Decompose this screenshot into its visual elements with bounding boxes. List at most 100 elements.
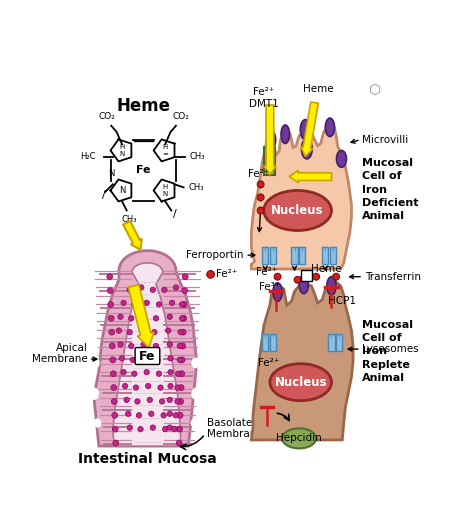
Circle shape — [182, 288, 188, 293]
Circle shape — [122, 383, 128, 389]
Bar — [336, 335, 342, 351]
Circle shape — [156, 302, 162, 307]
Circle shape — [132, 302, 137, 307]
Ellipse shape — [281, 125, 290, 144]
Circle shape — [180, 329, 186, 335]
Text: Fe: Fe — [139, 350, 155, 363]
Text: Nucleus: Nucleus — [271, 204, 324, 217]
Ellipse shape — [282, 429, 316, 448]
FancyArrow shape — [301, 102, 319, 157]
Circle shape — [162, 287, 167, 292]
Circle shape — [153, 343, 159, 349]
Ellipse shape — [264, 191, 331, 231]
Text: CH₃: CH₃ — [122, 215, 137, 224]
Text: Microvilli: Microvilli — [362, 135, 409, 145]
Circle shape — [110, 371, 116, 377]
Circle shape — [178, 398, 183, 405]
Bar — [322, 247, 328, 264]
Circle shape — [180, 343, 186, 349]
Circle shape — [168, 383, 173, 389]
Circle shape — [137, 412, 142, 418]
Text: Fe³⁺: Fe³⁺ — [259, 282, 281, 292]
FancyArrow shape — [289, 171, 331, 183]
Circle shape — [179, 302, 185, 307]
Text: ⬡: ⬡ — [368, 82, 381, 97]
Circle shape — [149, 411, 154, 417]
Circle shape — [108, 315, 114, 321]
Bar — [328, 335, 335, 351]
Circle shape — [178, 385, 184, 390]
Ellipse shape — [299, 275, 309, 294]
Circle shape — [274, 273, 281, 280]
Text: Lysosomes: Lysosomes — [362, 344, 419, 354]
Bar — [270, 335, 276, 351]
Circle shape — [313, 273, 319, 280]
Text: Hepcidin: Hepcidin — [276, 433, 322, 443]
Polygon shape — [251, 282, 353, 440]
Circle shape — [168, 355, 173, 361]
Text: Mucosal
Cell of
Iron
Deficient
Animal: Mucosal Cell of Iron Deficient Animal — [362, 158, 419, 221]
Ellipse shape — [270, 364, 331, 401]
Text: CO₂: CO₂ — [172, 112, 189, 121]
Ellipse shape — [301, 139, 312, 159]
Circle shape — [126, 411, 131, 417]
Circle shape — [127, 287, 132, 292]
Ellipse shape — [191, 387, 201, 400]
Text: Basolateral
Membrane: Basolateral Membrane — [207, 418, 266, 439]
Circle shape — [181, 315, 187, 321]
FancyBboxPatch shape — [135, 348, 160, 364]
Text: N: N — [119, 186, 125, 195]
Text: H
N: H N — [119, 144, 125, 157]
Bar — [330, 247, 336, 264]
Circle shape — [177, 357, 182, 363]
Circle shape — [111, 385, 117, 390]
Text: CO₂: CO₂ — [98, 112, 115, 121]
Circle shape — [130, 357, 136, 363]
Text: Fe: Fe — [137, 165, 151, 175]
Ellipse shape — [337, 150, 346, 168]
Ellipse shape — [327, 277, 336, 295]
Polygon shape — [94, 251, 196, 446]
Bar — [292, 247, 298, 264]
Text: Apical
Membrane: Apical Membrane — [32, 343, 88, 364]
Circle shape — [177, 426, 182, 432]
Circle shape — [141, 314, 146, 319]
Bar — [262, 335, 268, 351]
Circle shape — [144, 300, 149, 305]
Circle shape — [121, 370, 126, 375]
Text: /: / — [173, 209, 176, 219]
Circle shape — [133, 385, 138, 390]
Text: N: N — [108, 169, 114, 178]
Circle shape — [167, 425, 173, 430]
FancyArrow shape — [128, 284, 154, 348]
Ellipse shape — [191, 358, 199, 369]
FancyArrow shape — [123, 221, 142, 250]
Circle shape — [139, 328, 145, 333]
Text: Heme: Heme — [311, 264, 341, 275]
Circle shape — [181, 302, 187, 307]
Circle shape — [121, 300, 126, 305]
Text: Ferroportin: Ferroportin — [186, 250, 244, 260]
Circle shape — [294, 276, 301, 283]
Circle shape — [175, 399, 180, 404]
Circle shape — [179, 357, 185, 363]
Ellipse shape — [273, 283, 282, 301]
Text: Heme: Heme — [303, 84, 334, 94]
Bar — [299, 247, 305, 264]
Circle shape — [116, 328, 122, 333]
Circle shape — [119, 355, 125, 361]
Text: Intestinal Mucosa: Intestinal Mucosa — [78, 452, 217, 466]
Bar — [270, 247, 276, 264]
Circle shape — [169, 300, 175, 305]
Text: /: / — [102, 190, 105, 200]
Circle shape — [155, 357, 160, 363]
Bar — [301, 270, 312, 280]
Text: Fe²⁺: Fe²⁺ — [256, 267, 277, 277]
Text: Fe²⁺: Fe²⁺ — [248, 169, 270, 179]
Circle shape — [107, 274, 113, 280]
Ellipse shape — [191, 418, 198, 428]
Text: HCP1: HCP1 — [328, 296, 356, 306]
Circle shape — [144, 370, 149, 375]
Circle shape — [152, 329, 157, 335]
Circle shape — [167, 342, 173, 347]
